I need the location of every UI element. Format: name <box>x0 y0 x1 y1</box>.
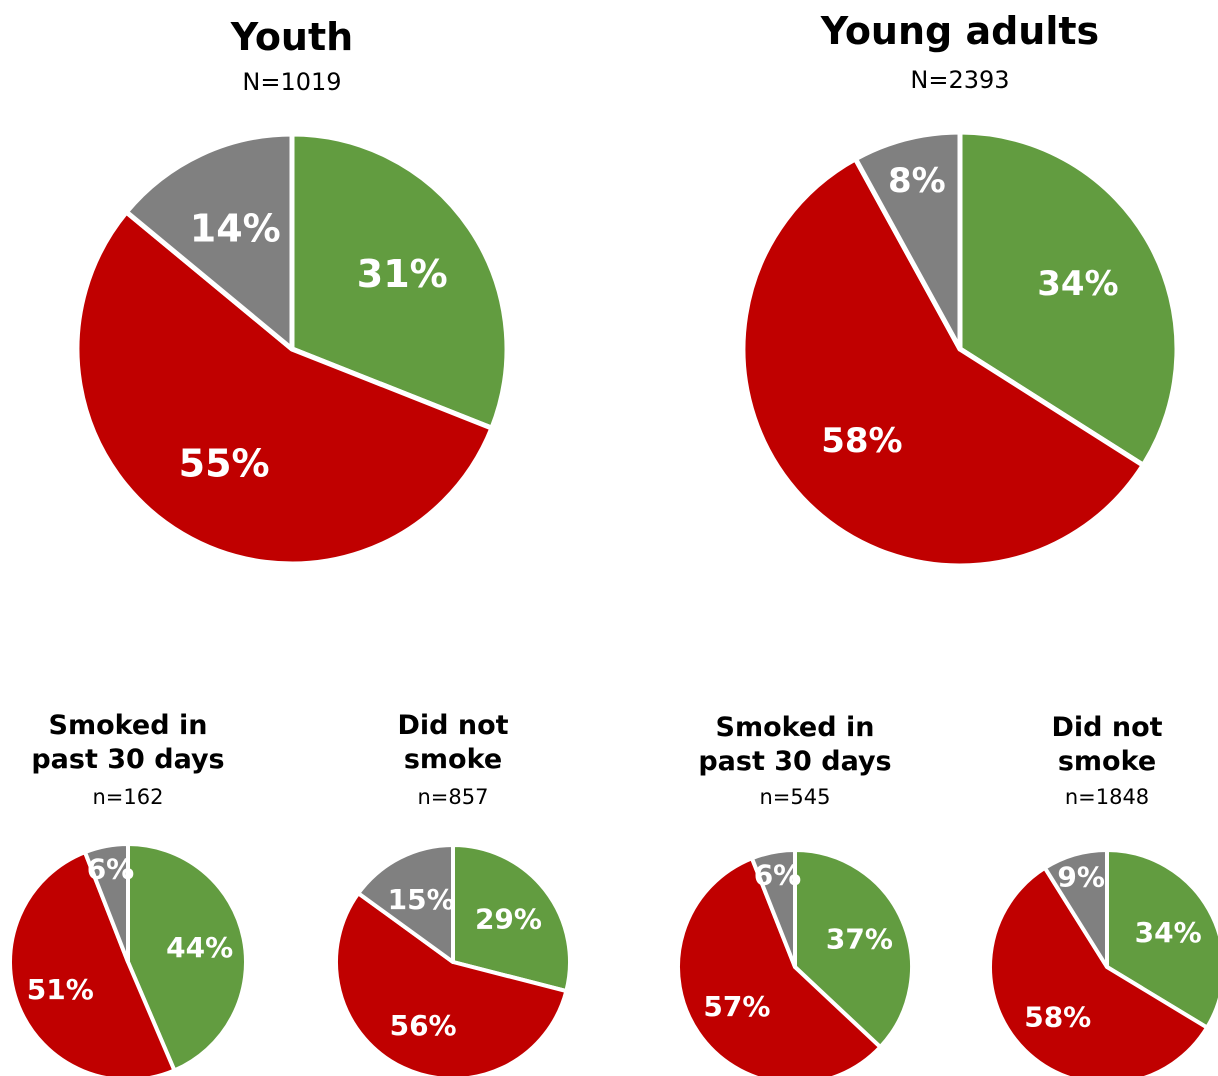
chart-title: past 30 days <box>31 744 224 775</box>
chart-title: past 30 days <box>698 746 891 777</box>
slice-label: 34% <box>1037 264 1118 304</box>
pie-slice <box>749 848 797 969</box>
sample-size: n=1848 <box>1065 785 1149 809</box>
sample-size: N=2393 <box>910 66 1009 94</box>
chart-title: smoke <box>1058 746 1156 777</box>
pie-slice <box>676 856 883 1076</box>
pie-slice <box>1042 848 1109 969</box>
chart-title: Did not <box>397 710 508 741</box>
slice-label: 58% <box>1024 1001 1091 1034</box>
pie-slice <box>793 848 914 1050</box>
slice-label: 9% <box>1057 861 1105 894</box>
pie-chart-1: Youth N=1019 31% 55% 14% <box>74 15 510 567</box>
pie-slice <box>7 850 177 1076</box>
slice-label: 37% <box>826 923 893 956</box>
slice-label: 8% <box>888 161 946 201</box>
chart-title: Did not <box>1051 712 1162 743</box>
pie-slice <box>126 842 248 1073</box>
slice-label: 14% <box>190 206 281 250</box>
slice-label: 57% <box>703 990 770 1023</box>
sample-size: N=1019 <box>242 68 341 96</box>
sample-size: n=162 <box>93 785 164 809</box>
slice-label: 6% <box>754 859 802 892</box>
slice-label: 31% <box>357 252 448 296</box>
slice-label: 58% <box>821 421 902 461</box>
pie-slice <box>740 156 1146 569</box>
sample-size: n=545 <box>760 785 831 809</box>
pie-slice <box>356 843 455 964</box>
pie-slice <box>123 131 295 352</box>
pie-slice <box>988 865 1210 1076</box>
pie-slice <box>289 131 510 431</box>
pie-slice <box>852 129 963 352</box>
chart-title: Youth <box>230 15 353 59</box>
sample-size: n=857 <box>418 785 489 809</box>
slice-label: 15% <box>388 883 455 916</box>
slice-label: 29% <box>475 902 542 935</box>
pie-slice <box>334 891 569 1076</box>
pie-slice <box>451 843 572 994</box>
pie-chart-2: Young adults N=2393 34% 58% 8% <box>740 9 1180 569</box>
slice-label: 44% <box>166 931 233 964</box>
slice-label: 6% <box>87 853 135 886</box>
slice-label: 56% <box>390 1009 457 1042</box>
pie-slice <box>74 209 495 567</box>
pie-slice <box>82 842 130 964</box>
slice-label: 34% <box>1135 916 1202 949</box>
chart-title: smoke <box>404 744 502 775</box>
chart-title: Young adults <box>820 9 1099 53</box>
slice-label: 51% <box>27 973 94 1006</box>
slice-label: 55% <box>179 442 270 486</box>
chart-title: Smoked in <box>49 710 208 741</box>
chart-title: Smoked in <box>716 712 875 743</box>
